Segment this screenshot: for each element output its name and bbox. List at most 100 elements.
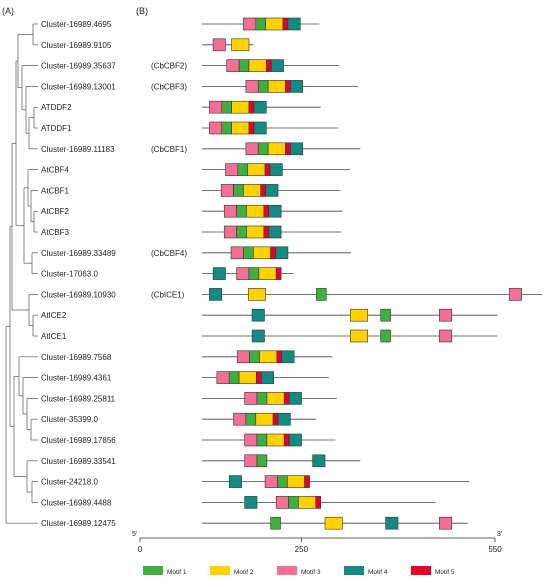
motif-2-box (324, 516, 343, 530)
motif-1-box (257, 142, 269, 156)
motif-2-box (243, 184, 262, 197)
motif-5-box (315, 496, 321, 509)
legend-label: Motif 5 (435, 569, 455, 576)
gene-label: AtICE2 (41, 311, 67, 320)
motif-2-box (265, 17, 284, 31)
motif-3-box (244, 433, 258, 447)
legend-label: Motif 2 (234, 569, 254, 576)
motif-5-box (248, 100, 255, 114)
legend-label: Motif 1 (167, 569, 187, 576)
motif-1-box (238, 59, 250, 72)
motif-2-box (246, 225, 265, 239)
motif-5-box (260, 184, 266, 197)
motif-3-box (209, 121, 223, 135)
gene-label: AtCBF3 (41, 228, 70, 237)
gene-alias: (CbCBF2) (151, 62, 187, 71)
motif-3-box (236, 350, 250, 364)
axis-tick-label: 0 (138, 545, 143, 554)
legend-label: Motif 3 (301, 569, 321, 576)
motif-3-box (244, 454, 258, 468)
gene-alias: (CbICE1) (151, 290, 185, 299)
motif-1-box (236, 225, 247, 239)
gene-label: ATDDF2 (41, 103, 72, 112)
motif-3-box (245, 142, 259, 156)
motif-1-box (248, 267, 260, 280)
gene-label: Cluster-16989.12475 (41, 519, 116, 528)
motif-4-box (253, 100, 267, 114)
motif-4-box (253, 121, 267, 135)
motif-5-box (282, 17, 289, 31)
motif-2-box (266, 433, 285, 447)
motif-1-box (237, 163, 249, 176)
motif-4-box (261, 371, 275, 384)
motif-3-box (439, 308, 453, 322)
motif-4-box (287, 17, 301, 31)
motif-3-box (216, 371, 230, 384)
phylogenetic-tree (5, 23, 38, 524)
motif-5-box (285, 142, 291, 156)
motif-1-box (245, 412, 257, 426)
motif-5-box (256, 371, 262, 384)
motif-2-box (267, 142, 286, 156)
motif-2-box (247, 163, 266, 176)
panel-label-b: (B) (136, 6, 148, 16)
gene-label: Cluster-16989.4361 (41, 374, 112, 383)
motif-2-box (259, 350, 278, 364)
axis-start-label: 5' (132, 531, 137, 538)
motif-2-box (350, 308, 368, 322)
gene-label: ATDDF1 (41, 124, 72, 133)
motif-2-box (231, 121, 250, 135)
motif-2-box (287, 475, 305, 488)
motif-2-box (238, 371, 257, 384)
motif-1-box (270, 516, 281, 530)
axis-end-label: 3' (497, 531, 502, 538)
motif-1-box (255, 17, 266, 31)
motif-5-box (263, 204, 270, 218)
motif-3-box (508, 288, 522, 301)
motif-4-box (290, 142, 304, 156)
gene-alias: (CbCBF4) (151, 249, 187, 258)
motif-4-box (290, 80, 304, 93)
motif-3-box (236, 267, 250, 280)
motif-2-box (231, 38, 250, 52)
gene-label: Cluster-16989.9105 (41, 41, 112, 50)
gene-label: Cluster-24218.0 (41, 478, 98, 487)
gene-alias: (CbCBF3) (151, 82, 187, 91)
gene-label: Cluster-16989.33541 (41, 457, 116, 466)
motif-5-box (283, 392, 290, 405)
motif-1-box (243, 246, 254, 260)
motif-1-box (256, 433, 268, 447)
motif-4-box (244, 496, 258, 509)
motif-4-box (288, 392, 302, 405)
motif-4-box (385, 516, 399, 530)
motif-2-box (231, 100, 250, 114)
motif-5-box (276, 350, 283, 364)
motif-4-box (251, 329, 265, 343)
motif-3-box (233, 412, 247, 426)
motif-2-box (253, 246, 271, 260)
motif-3-box (244, 392, 258, 405)
motif-3-box (439, 516, 453, 530)
motif-5-box (263, 225, 270, 239)
motif-3-box (226, 59, 240, 72)
motif-4-box (269, 163, 283, 176)
motif-4-box (228, 475, 242, 488)
motif-1-box (256, 454, 268, 468)
motif-1-box (256, 392, 268, 405)
gene-label: Cluster-35399.0 (41, 415, 98, 424)
motif-2-box (258, 267, 277, 280)
motif-4-box (277, 412, 291, 426)
axis-tick-label: 550 (488, 545, 502, 554)
gene-label: Cluster-16989.10930 (41, 290, 116, 299)
motif-3-box (245, 80, 259, 93)
motif-4-box (265, 184, 279, 197)
legend-swatch (411, 566, 431, 575)
motif-4-box (281, 350, 295, 364)
motif-1-box (233, 184, 244, 197)
legend-label: Motif 4 (368, 569, 388, 576)
gene-label: AtICE1 (41, 332, 67, 341)
motif-4-box (251, 308, 265, 322)
motif-1-box (380, 308, 391, 322)
motif-4-box (268, 204, 282, 218)
motif-4-box (268, 225, 282, 239)
